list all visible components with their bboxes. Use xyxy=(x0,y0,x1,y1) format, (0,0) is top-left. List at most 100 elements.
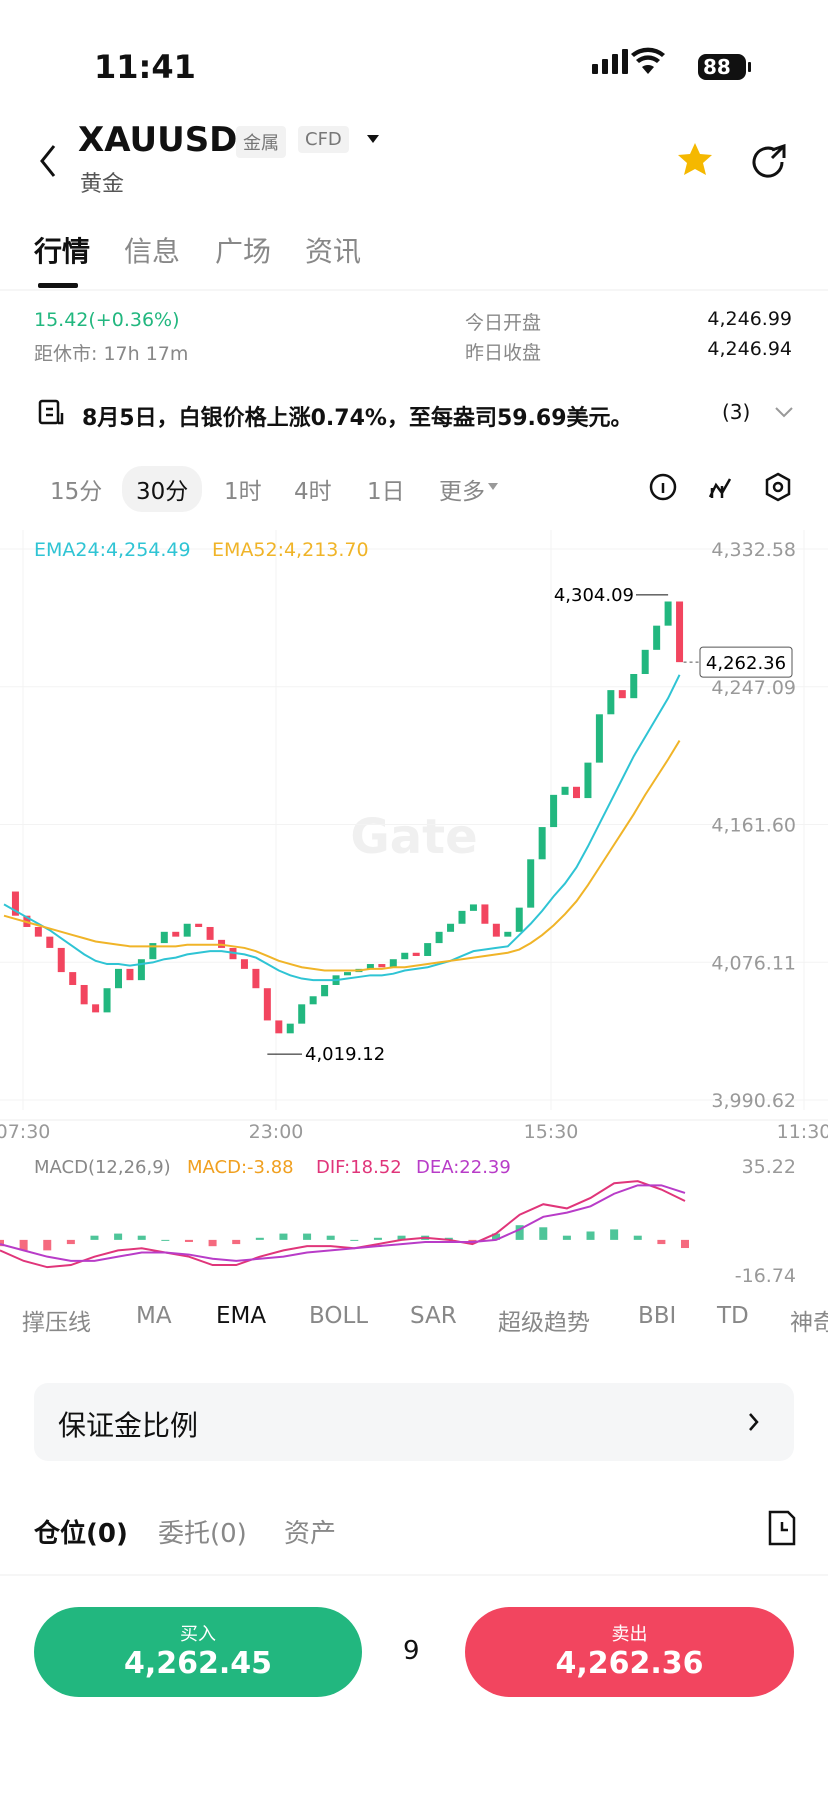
legend-entry: EMA24:4,254.49 xyxy=(34,539,191,561)
macd-bar xyxy=(43,1239,52,1251)
position-tab[interactable]: 仓位(0) xyxy=(34,1519,128,1549)
timeframe[interactable]: 4时 xyxy=(294,479,332,505)
history-icon[interactable] xyxy=(768,1510,796,1546)
macd-bar xyxy=(586,1231,595,1240)
candle-body xyxy=(298,1004,306,1024)
ema-line xyxy=(3,740,681,972)
tab-underline xyxy=(38,283,78,288)
macd-tick-label: -16.74 xyxy=(735,1265,796,1287)
indicator-tab[interactable]: BBI xyxy=(638,1303,677,1329)
candle-body xyxy=(69,972,77,985)
candle-body xyxy=(57,947,65,973)
tab[interactable]: 广场 xyxy=(215,235,272,268)
candle-body xyxy=(321,984,329,997)
candle-body xyxy=(80,984,88,1005)
news-count: (3) xyxy=(722,400,751,424)
settings-icon[interactable] xyxy=(765,472,791,502)
candle-body xyxy=(515,907,523,932)
candle-body xyxy=(595,714,603,763)
info-icon[interactable] xyxy=(649,473,677,501)
timeframe[interactable]: 30分 xyxy=(122,466,203,512)
spread: 9 xyxy=(403,1636,420,1666)
macd-bar xyxy=(137,1235,146,1240)
candle-body xyxy=(183,923,191,937)
favorite-icon[interactable] xyxy=(678,143,712,175)
legend-entry: MACD:-3.88 xyxy=(187,1157,294,1178)
tag: CFD xyxy=(298,126,349,153)
macd-bar xyxy=(279,1233,288,1240)
macd-bar xyxy=(0,1239,4,1247)
macd-bar xyxy=(610,1229,619,1240)
margin-card[interactable] xyxy=(34,1383,794,1461)
macd-line xyxy=(0,1180,686,1269)
dropdown-icon[interactable] xyxy=(367,135,379,143)
sell-button[interactable] xyxy=(465,1607,794,1697)
candle-body xyxy=(206,926,214,940)
candle-body xyxy=(435,931,443,944)
candle-body xyxy=(378,964,386,968)
news[interactable]: 8月5日，白银价格上涨0.74%，至每盎司59.69美元。 xyxy=(82,406,633,431)
buy-price: 4,262.45 xyxy=(123,1646,273,1681)
candle-body xyxy=(538,827,546,860)
indicator-tab[interactable]: EMA xyxy=(216,1303,267,1329)
candle-body xyxy=(527,859,535,908)
macd-bar xyxy=(161,1239,170,1241)
margin-label[interactable]: 保证金比例 xyxy=(58,1409,199,1442)
indicator-tab[interactable]: BOLL xyxy=(309,1303,369,1329)
x-tick-label: 07:30 xyxy=(0,1121,50,1143)
x-tick-label: 15:30 xyxy=(524,1121,579,1143)
macd-bar xyxy=(657,1239,666,1245)
timeframe[interactable]: 1日 xyxy=(367,479,405,505)
tab[interactable]: 资讯 xyxy=(305,235,362,268)
candle-body xyxy=(195,923,203,927)
candle-body xyxy=(137,959,145,981)
position-tab[interactable]: 委托(0) xyxy=(158,1519,247,1549)
news-icon xyxy=(38,399,64,425)
indicator-tab[interactable]: MA xyxy=(136,1303,172,1329)
back-icon[interactable] xyxy=(40,145,56,177)
indicator-tab[interactable]: 神奇 xyxy=(790,1310,828,1336)
candle-body xyxy=(309,996,317,1005)
share-icon[interactable] xyxy=(752,143,786,178)
indicator-tab[interactable]: 超级趋势 xyxy=(498,1310,590,1336)
row-label: 今日开盘 xyxy=(465,312,542,334)
macd-bar xyxy=(444,1237,453,1240)
candle-body xyxy=(584,762,592,799)
x-tick-label: 11:30 xyxy=(777,1121,828,1143)
macd-bar xyxy=(539,1227,548,1240)
candle-body xyxy=(103,988,111,1013)
expand-icon[interactable] xyxy=(775,407,793,418)
legend-entry: EMA52:4,213.70 xyxy=(212,539,369,561)
candle-body xyxy=(366,964,374,969)
buy-button[interactable] xyxy=(34,1607,362,1697)
candle-body xyxy=(447,923,455,932)
position-tab[interactable]: 资产 xyxy=(284,1519,337,1549)
ema-line xyxy=(3,674,681,982)
candle-body xyxy=(11,891,19,916)
macd-bar xyxy=(681,1239,689,1249)
candle-body xyxy=(160,931,168,944)
high-label: 4,304.09 xyxy=(554,585,634,606)
timeframe[interactable]: 1时 xyxy=(224,479,262,505)
tab[interactable]: 行情 xyxy=(34,235,91,268)
row-label: 昨日收盘 xyxy=(465,342,542,364)
tab[interactable]: 信息 xyxy=(124,235,181,268)
x-tick-label: 23:00 xyxy=(249,1121,304,1143)
candle-body xyxy=(676,601,684,663)
timeframe[interactable]: 15分 xyxy=(50,479,103,505)
candle-body xyxy=(149,943,157,960)
low-label: 4,019.12 xyxy=(305,1044,385,1065)
candle-body xyxy=(92,1004,100,1013)
indicator-icon[interactable] xyxy=(708,478,732,498)
candle-body xyxy=(34,926,42,937)
candle-body xyxy=(252,968,260,989)
candle-body xyxy=(412,952,420,956)
indicator-tab[interactable]: SAR xyxy=(410,1303,457,1329)
timeframe[interactable]: 更多 xyxy=(439,479,485,505)
sell-price: 4,262.36 xyxy=(555,1646,704,1681)
macd-bar xyxy=(19,1239,28,1251)
candle-body xyxy=(469,904,477,911)
y-tick-label: 4,161.60 xyxy=(711,815,796,837)
indicator-tab[interactable]: 撑压线 xyxy=(22,1310,91,1336)
indicator-tab[interactable]: TD xyxy=(717,1303,749,1329)
